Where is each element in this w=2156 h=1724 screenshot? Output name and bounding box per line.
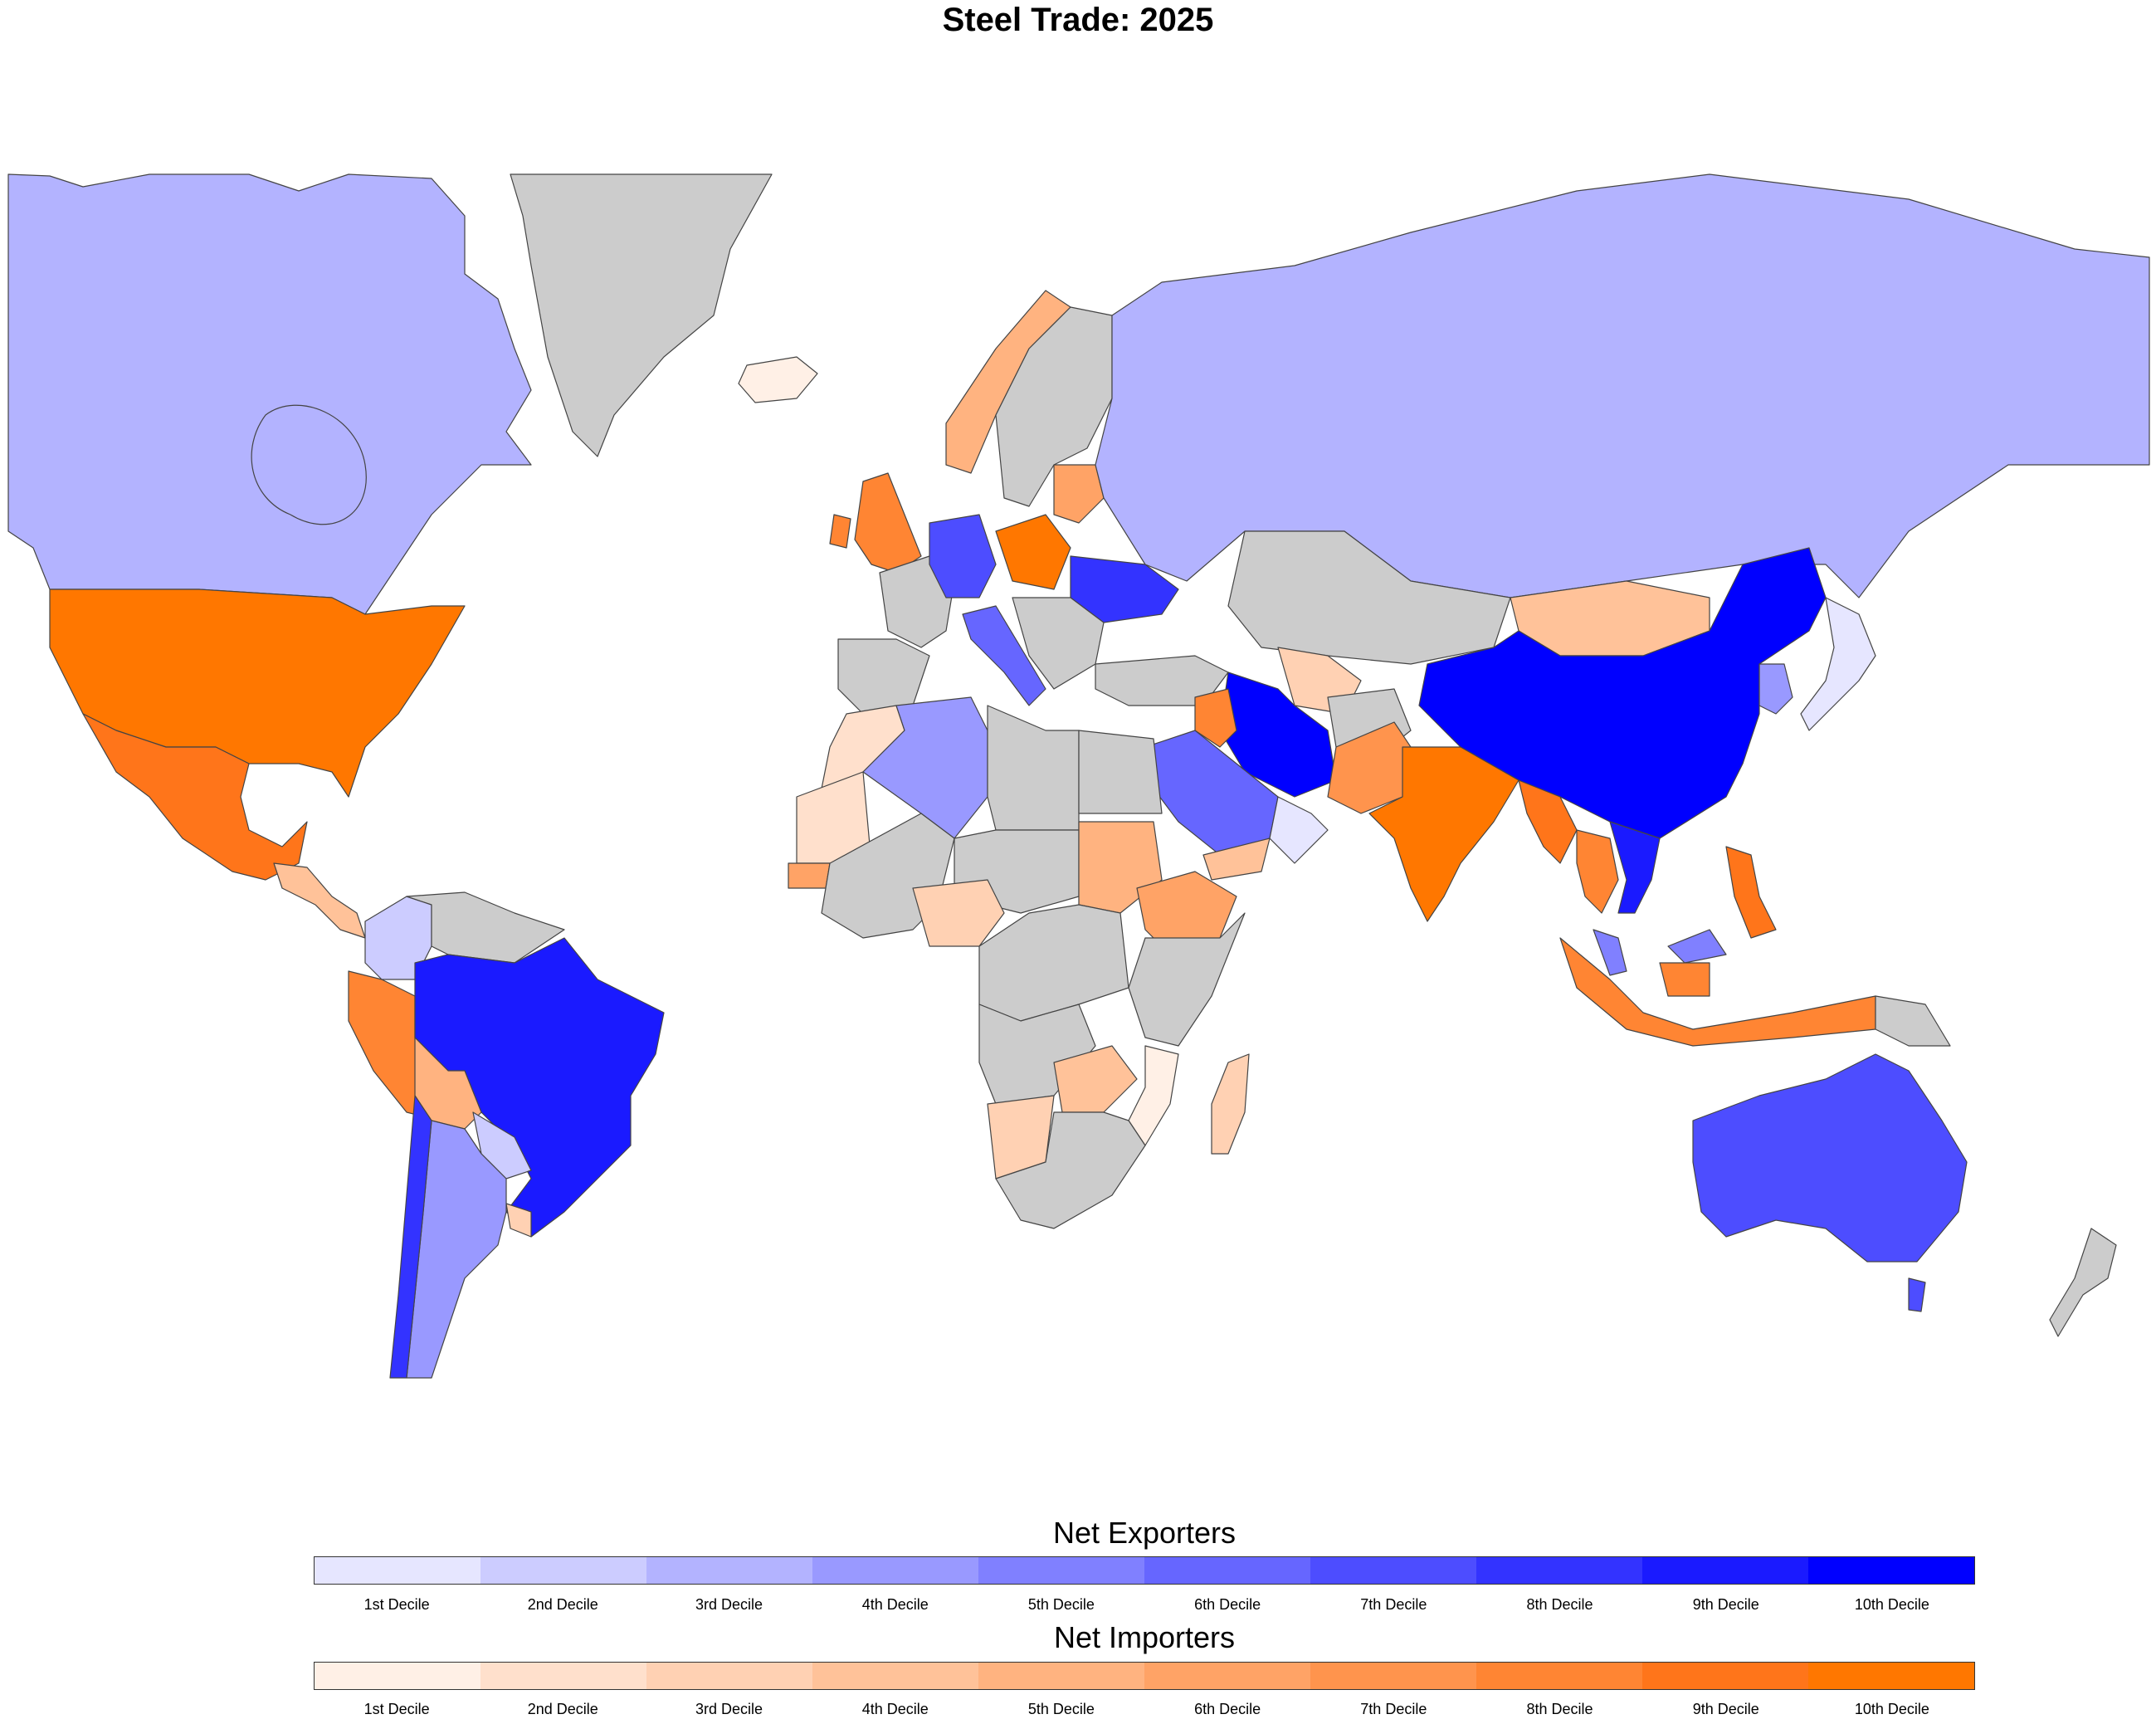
region-australia[interactable] — [1692, 1053, 1968, 1312]
importers-colorbar — [314, 1662, 1975, 1690]
exporters-label: 10th Decile — [1854, 1596, 1929, 1613]
importers-swatch-5 — [978, 1663, 1144, 1689]
region-zambia[interactable] — [1053, 1045, 1138, 1113]
importers-swatch-3 — [646, 1663, 812, 1689]
exporters-label: 6th Decile — [1194, 1596, 1261, 1613]
region-italy[interactable] — [962, 605, 1046, 706]
exporters-label: 5th Decile — [1027, 1596, 1095, 1613]
region-nigeria[interactable] — [912, 879, 1005, 947]
region-sweden-finland[interactable] — [995, 306, 1113, 507]
exporters-label: 8th Decile — [1526, 1596, 1593, 1613]
importers-label: 4th Decile — [861, 1701, 929, 1717]
region-new-zealand[interactable] — [2049, 1228, 2117, 1337]
region-png[interactable] — [1875, 995, 1951, 1047]
region-bangladesh-myanmar[interactable] — [1518, 779, 1578, 864]
region-india[interactable] — [1368, 746, 1519, 922]
region-paraguay[interactable] — [472, 1111, 532, 1179]
exporters-swatch-3 — [646, 1557, 812, 1584]
exporters-swatch-8 — [1476, 1557, 1642, 1584]
exporters-legend-title: Net Exporters — [1052, 1516, 1237, 1550]
region-japan[interactable] — [1800, 597, 1876, 731]
exporters-colorbar — [314, 1556, 1975, 1585]
importers-swatch-6 — [1144, 1663, 1310, 1689]
importers-label: 2nd Decile — [527, 1701, 598, 1717]
importers-swatch-10 — [1808, 1663, 1974, 1689]
importers-label: 9th Decile — [1692, 1701, 1759, 1717]
region-senegal[interactable] — [788, 862, 831, 889]
region-oman[interactable] — [1269, 796, 1329, 864]
region-vietnam[interactable] — [1609, 821, 1661, 914]
exporters-label: 1st Decile — [363, 1596, 430, 1613]
exporters-labels: 1st Decile 2nd Decile 3rd Decile 4th Dec… — [314, 1596, 1975, 1614]
importers-swatch-4 — [812, 1663, 978, 1689]
region-egypt[interactable] — [1078, 730, 1163, 814]
world-map — [7, 173, 2150, 1379]
region-korea[interactable] — [1758, 663, 1793, 715]
region-central-america[interactable] — [273, 862, 366, 939]
exporters-label: 7th Decile — [1360, 1596, 1427, 1613]
importers-label: 8th Decile — [1526, 1701, 1593, 1717]
importers-labels: 1st Decile 2nd Decile 3rd Decile 4th Dec… — [314, 1701, 1975, 1718]
exporters-swatch-10 — [1808, 1557, 1974, 1584]
exporters-label: 9th Decile — [1692, 1596, 1759, 1613]
exporters-label: 2nd Decile — [527, 1596, 598, 1613]
region-uruguay[interactable] — [505, 1203, 532, 1238]
importers-legend-title: Net Importers — [1053, 1620, 1236, 1654]
region-spain-portugal[interactable] — [837, 638, 930, 715]
importers-label: 6th Decile — [1194, 1701, 1261, 1717]
importers-label: 10th Decile — [1854, 1701, 1929, 1717]
exporters-label: 3rd Decile — [695, 1596, 763, 1613]
region-central-africa[interactable] — [978, 904, 1129, 1022]
region-yemen[interactable] — [1202, 838, 1271, 881]
importers-swatch-7 — [1310, 1663, 1476, 1689]
region-mexico[interactable] — [82, 713, 308, 881]
region-germany[interactable] — [929, 514, 997, 598]
region-mozambique[interactable] — [1128, 1045, 1179, 1146]
region-chile[interactable] — [389, 1095, 432, 1379]
region-madagascar[interactable] — [1211, 1053, 1250, 1155]
exporters-swatch-2 — [480, 1557, 646, 1584]
importers-label: 7th Decile — [1360, 1701, 1427, 1717]
region-iraq[interactable] — [1194, 688, 1237, 748]
importers-swatch-2 — [480, 1663, 646, 1689]
region-greenland[interactable] — [510, 173, 773, 457]
importers-swatch-8 — [1476, 1663, 1642, 1689]
exporters-swatch-7 — [1310, 1557, 1476, 1584]
region-libya[interactable] — [987, 705, 1080, 831]
map-title: Steel Trade: 2025 — [942, 2, 1214, 38]
importers-label: 3rd Decile — [695, 1701, 763, 1717]
region-canada[interactable] — [7, 173, 532, 615]
importers-label: 5th Decile — [1027, 1701, 1095, 1717]
importers-swatch-1 — [315, 1663, 480, 1689]
region-east-africa[interactable] — [1128, 912, 1246, 1047]
exporters-swatch-1 — [315, 1557, 480, 1584]
region-russia[interactable] — [1095, 173, 2150, 598]
region-iceland[interactable] — [738, 356, 818, 403]
region-thailand[interactable] — [1576, 829, 1619, 914]
exporters-label: 4th Decile — [861, 1596, 929, 1613]
region-poland[interactable] — [995, 514, 1071, 590]
region-baltics[interactable] — [1053, 464, 1105, 524]
importers-swatch-9 — [1642, 1663, 1808, 1689]
region-kazakhstan[interactable] — [1227, 530, 1511, 665]
region-usa[interactable] — [49, 589, 466, 798]
exporters-swatch-9 — [1642, 1557, 1808, 1584]
exporters-swatch-6 — [1144, 1557, 1310, 1584]
exporters-swatch-4 — [812, 1557, 978, 1584]
importers-label: 1st Decile — [363, 1701, 430, 1717]
region-malaysia[interactable] — [1593, 929, 1727, 976]
region-south-africa[interactable] — [995, 1111, 1146, 1229]
region-uk[interactable] — [829, 472, 922, 574]
exporters-swatch-5 — [978, 1557, 1144, 1584]
region-philippines[interactable] — [1725, 846, 1777, 939]
